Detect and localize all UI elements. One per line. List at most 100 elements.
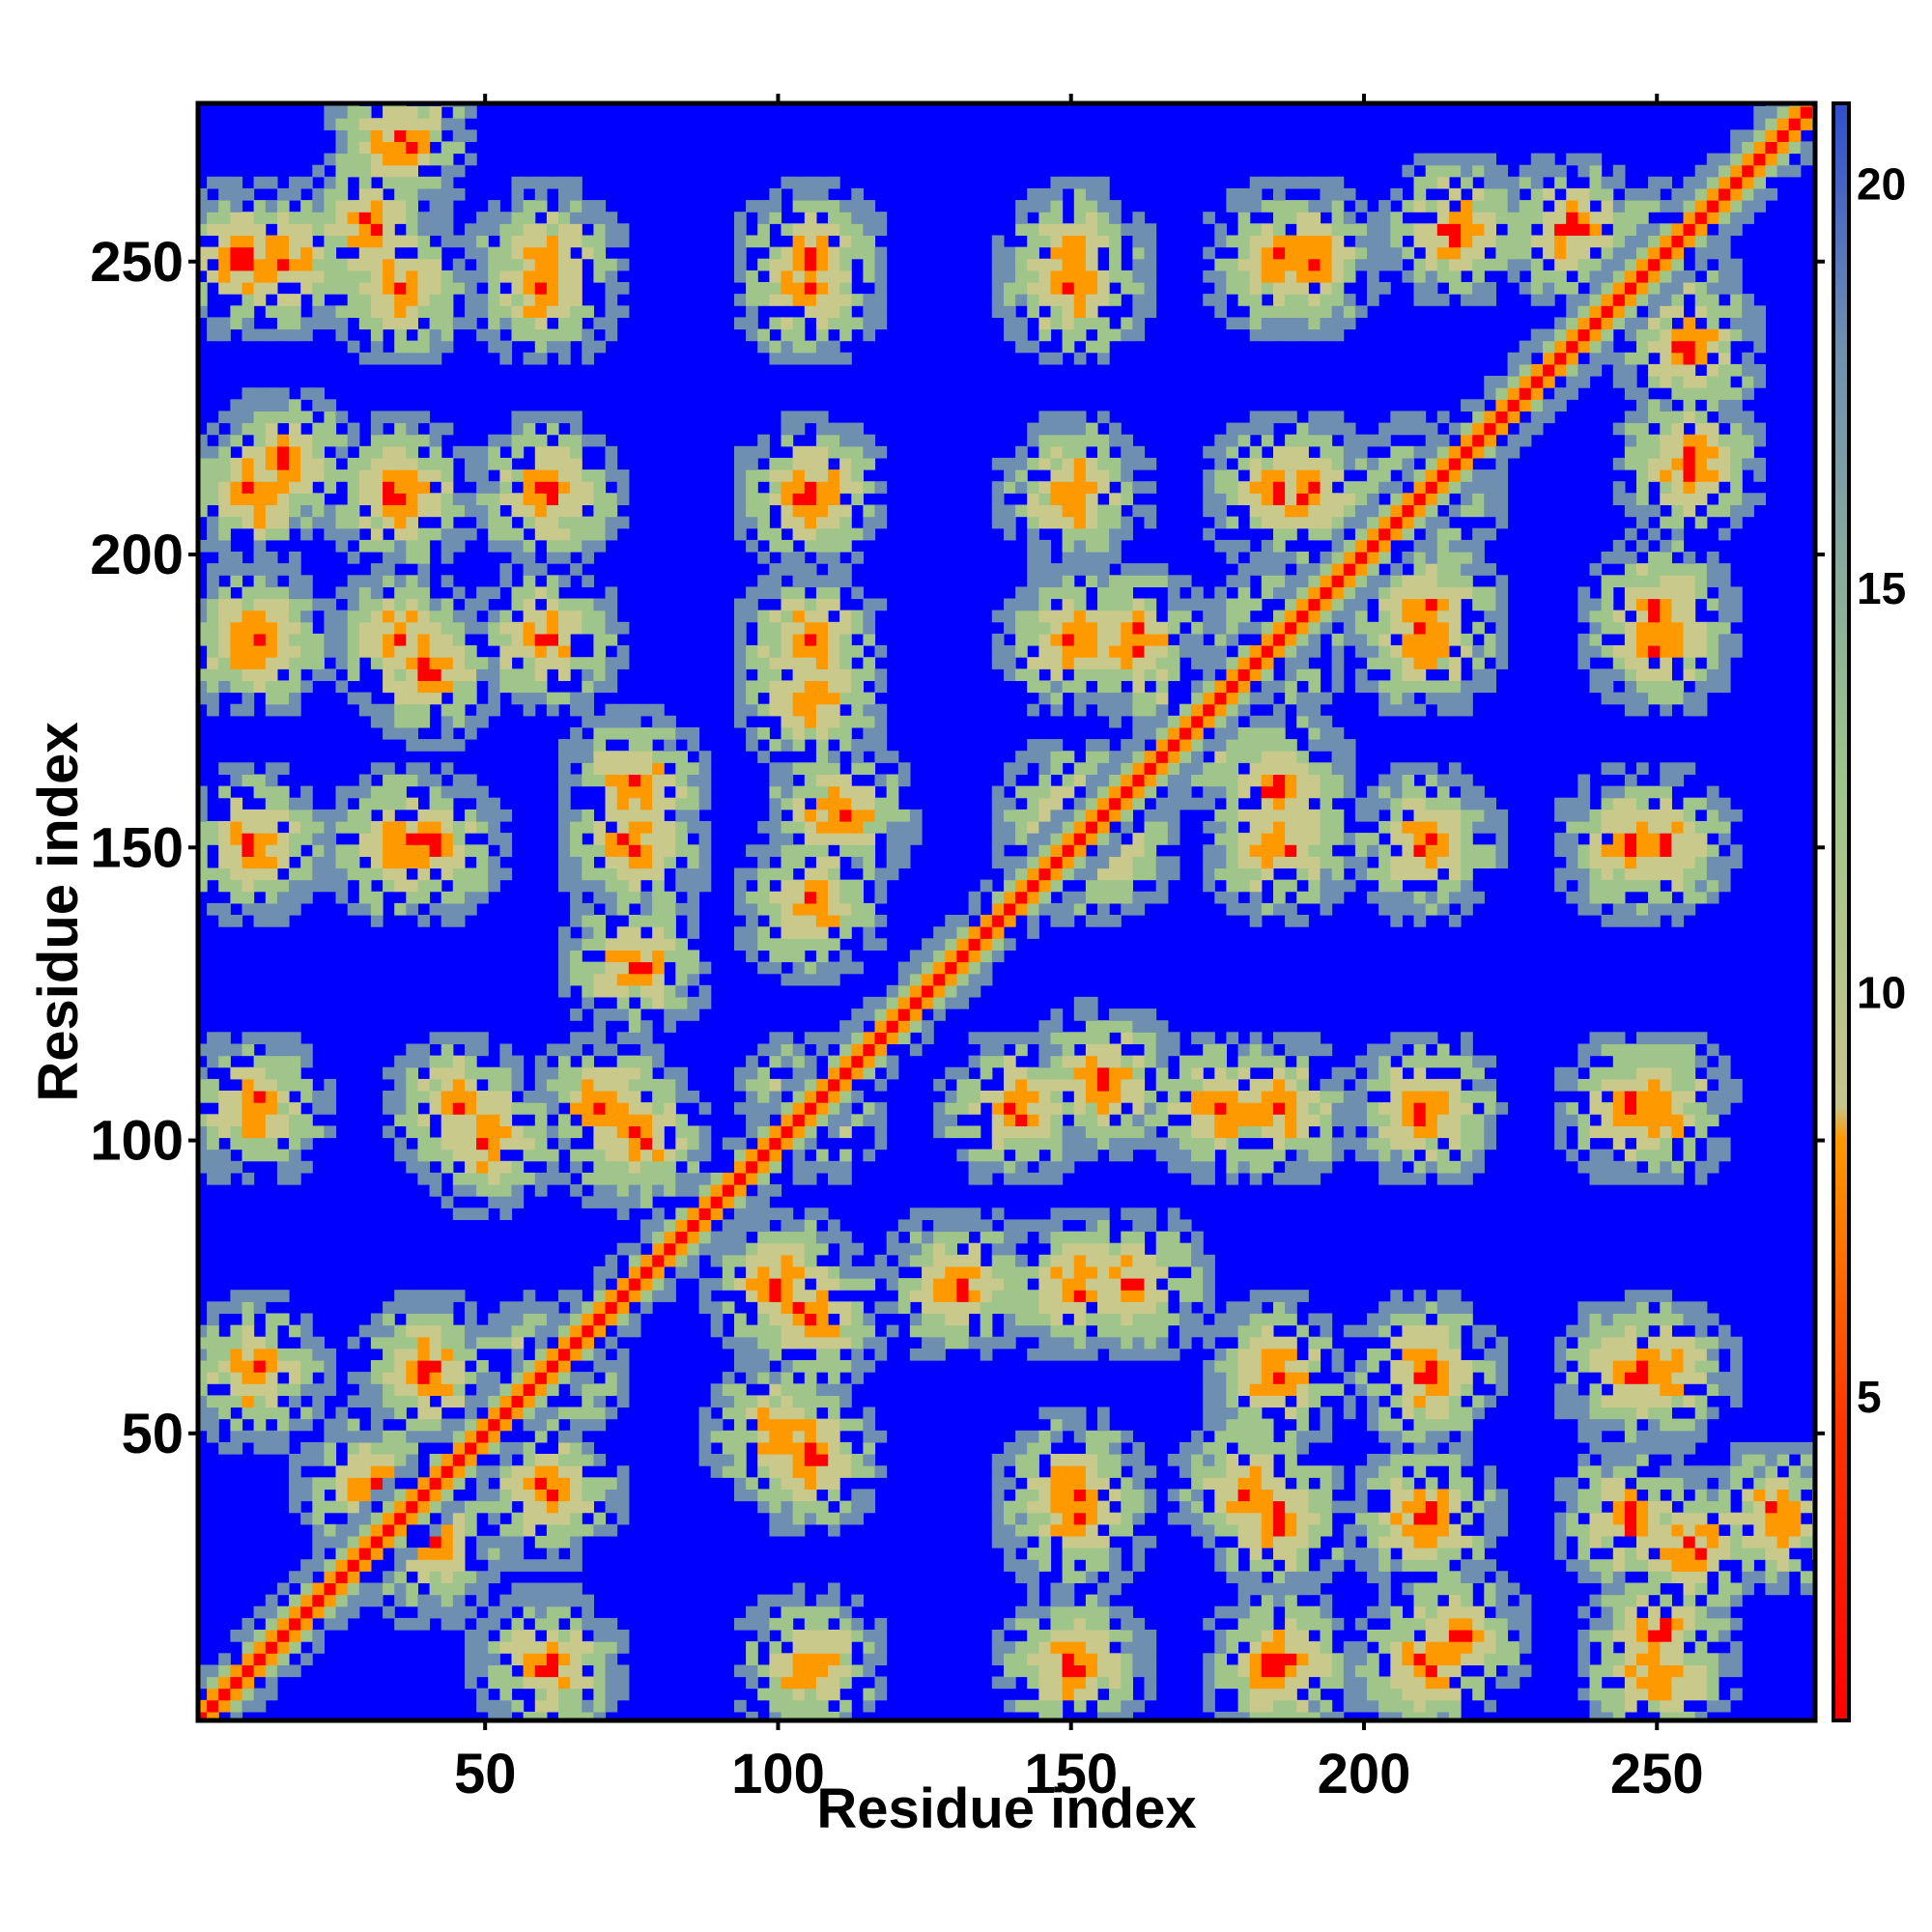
heatmap-cell [546,539,559,553]
heatmap-cell [991,282,1005,295]
heatmap-cell [370,1465,384,1478]
heatmap-cell [300,176,313,189]
heatmap-cell [383,809,395,822]
heatmap-cell [534,328,548,342]
heatmap-cell [839,645,852,658]
heatmap-cell [757,1348,770,1361]
heatmap-cell [534,610,548,623]
heatmap-cell [465,1313,477,1326]
heatmap-cell [534,1395,548,1408]
heatmap-cell [406,176,418,189]
heatmap-cell [991,1641,1005,1654]
heatmap-cell [347,527,360,541]
heatmap-cell [815,434,829,447]
heatmap-cell [605,1699,618,1713]
heatmap-cell [628,703,641,717]
heatmap-cell [488,879,500,893]
heatmap-cell [429,282,442,295]
heatmap-cell [265,1055,278,1068]
heatmap-cell [792,668,806,681]
heatmap-cell [593,1160,607,1174]
heatmap-cell [488,1571,500,1583]
heatmap-cell [839,610,852,623]
heatmap-cell [218,212,231,224]
heatmap-cell [276,387,290,400]
heatmap-cell [886,1301,899,1314]
heatmap-cell [956,1265,970,1279]
heatmap-cell [792,1418,806,1432]
heatmap-cell [605,984,618,998]
heatmap-cell [452,1617,466,1631]
heatmap-cell [207,481,219,494]
heatmap-cell [394,797,407,810]
heatmap-cell [242,856,255,869]
heatmap-cell [652,844,665,857]
heatmap-cell [253,1383,267,1396]
heatmap-cell [570,1523,582,1537]
heatmap-cell [593,200,607,213]
heatmap-cell [324,305,337,318]
heatmap-cell [207,212,219,224]
heatmap-cell [781,821,794,834]
heatmap-cell [358,1324,372,1338]
heatmap-cell [429,1535,442,1548]
heatmap-cell [652,879,665,893]
heatmap-cell [616,961,630,975]
heatmap-cell [933,1348,946,1361]
heatmap-cell [242,692,255,705]
heatmap-cell [769,1617,782,1631]
heatmap-cell [230,915,243,927]
heatmap-cell [499,680,513,694]
heatmap-cell [851,797,864,810]
heatmap-cell [452,141,466,155]
heatmap-cell [815,223,829,236]
heatmap-cell [358,1548,372,1560]
heatmap-cell [1062,328,1075,342]
heatmap-cell [406,1114,418,1126]
heatmap-cell [488,633,500,646]
heatmap-cell [734,1477,747,1490]
heatmap-cell [570,457,582,470]
heatmap-cell [792,1324,806,1338]
heatmap-cell [289,1617,301,1631]
heatmap-cell [242,493,255,505]
heatmap-cell [781,762,794,775]
heatmap-cell [265,844,278,857]
heatmap-cell [476,1395,489,1408]
heatmap-cell [242,902,255,916]
heatmap-cell [511,1184,525,1197]
heatmap-cell [253,902,267,916]
heatmap-cell [265,785,278,799]
heatmap-cell [476,1653,489,1665]
heatmap-cell [722,1172,735,1185]
heatmap-cell [639,950,653,963]
heatmap-cell [781,915,794,927]
heatmap-cell [499,1406,513,1420]
heatmap-cell [734,1231,747,1244]
heatmap-cell [675,751,688,763]
heatmap-cell [546,1548,559,1560]
heatmap-cell [675,821,688,834]
heatmap-cell [909,809,923,822]
heatmap-cell [289,1500,301,1514]
heatmap-cell [394,645,407,658]
heatmap-cell [746,1406,758,1420]
heatmap-cell [534,1688,548,1701]
heatmap-cell [769,1406,782,1420]
heatmap-cell [815,294,829,306]
heatmap-cell [828,668,840,681]
heatmap-cell [687,726,700,740]
heatmap-cell [804,1290,817,1302]
heatmap-cell [265,1676,278,1690]
heatmap-cell [991,1676,1005,1690]
heatmap-cell [804,867,817,881]
heatmap-cell [922,1324,934,1338]
heatmap-cell [207,493,219,505]
heatmap-cell [781,950,794,963]
heatmap-cell [523,1441,536,1455]
heatmap-cell [746,657,758,669]
heatmap-cell [968,1091,981,1103]
heatmap-cell [452,692,466,705]
heatmap-cell [605,833,618,845]
heatmap-cell [347,223,360,236]
